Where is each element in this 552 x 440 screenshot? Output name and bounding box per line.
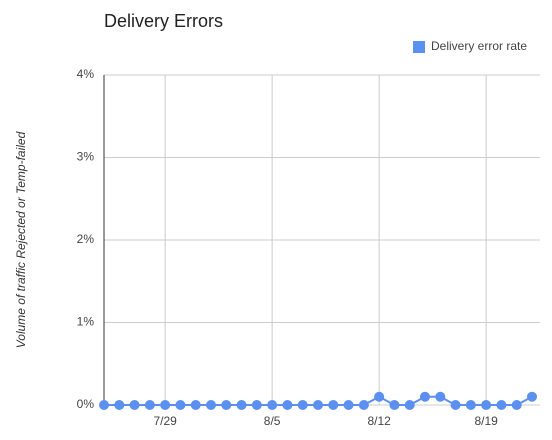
x-tick-label: 8/5 [264, 414, 281, 428]
data-point [99, 400, 109, 410]
data-point [129, 400, 140, 410]
data-point [404, 400, 415, 410]
y-axis-title: Volume of traffic Rejected or Temp-faile… [14, 131, 28, 348]
data-point [206, 400, 216, 410]
y-tick-label: 4% [77, 67, 95, 81]
data-point [358, 400, 369, 410]
data-point [481, 400, 492, 410]
y-tick-label: 0% [77, 397, 95, 411]
x-tick-label: 8/19 [474, 414, 498, 428]
data-point [297, 400, 308, 410]
data-point [511, 400, 522, 410]
data-point [435, 391, 446, 402]
x-tick-label: 7/29 [153, 414, 177, 428]
data-point [251, 400, 262, 410]
data-point [267, 400, 278, 410]
data-point [450, 400, 461, 410]
data-point [144, 400, 155, 410]
chart-title: Delivery Errors [104, 11, 223, 31]
data-point [160, 400, 171, 410]
data-point [465, 400, 476, 410]
data-point [328, 400, 339, 410]
data-point [389, 400, 400, 410]
data-point [496, 400, 507, 410]
y-tick-label: 3% [77, 150, 95, 164]
data-point [282, 400, 293, 410]
x-tick-label: 8/12 [367, 414, 391, 428]
data-point [343, 400, 354, 410]
data-point [527, 391, 537, 402]
legend-swatch [413, 41, 425, 53]
data-point [236, 400, 247, 410]
data-point [190, 400, 201, 410]
legend-label: Delivery error rate [431, 39, 527, 53]
data-point [221, 400, 232, 410]
y-tick-label: 2% [77, 232, 95, 246]
y-tick-label: 1% [77, 315, 95, 329]
data-point [175, 400, 186, 410]
data-point [114, 400, 125, 410]
data-point [313, 400, 323, 410]
data-point [420, 391, 430, 402]
data-point [374, 391, 385, 402]
